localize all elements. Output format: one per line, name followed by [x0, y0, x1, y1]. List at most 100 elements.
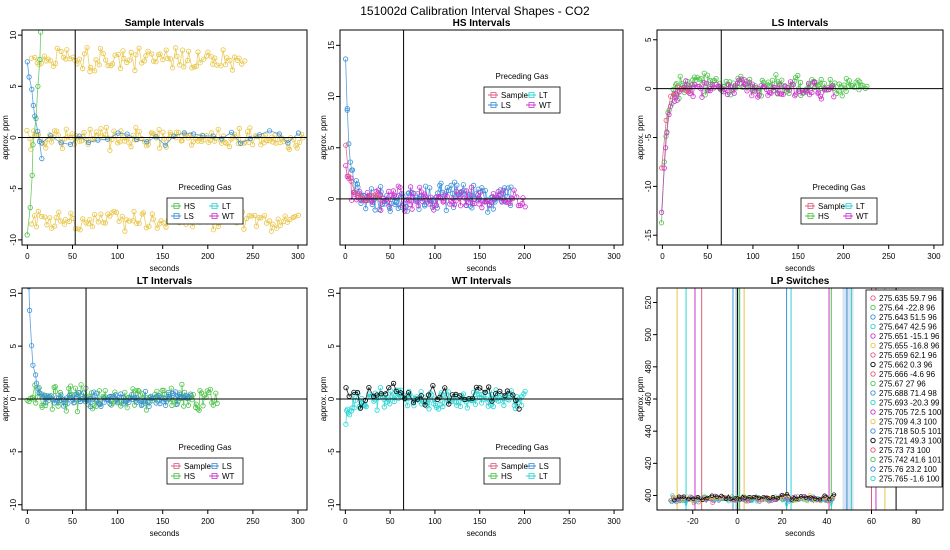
data-point	[29, 394, 36, 400]
data-point	[100, 50, 106, 57]
legend-swatch	[845, 203, 852, 209]
x-tick-label: 100	[111, 252, 125, 261]
data-point	[419, 401, 425, 407]
data-point	[841, 82, 847, 88]
data-point	[58, 48, 64, 55]
data-point	[719, 493, 724, 499]
data-point	[138, 402, 145, 409]
data-point	[28, 221, 35, 227]
data-point	[858, 82, 864, 88]
data-point	[427, 185, 433, 191]
data-point	[472, 401, 479, 407]
data-point	[266, 128, 273, 134]
data-point	[132, 67, 138, 74]
data-point	[184, 57, 191, 64]
data-point	[35, 128, 41, 134]
legend-swatch	[870, 295, 876, 301]
data-point	[42, 140, 48, 146]
y-tick-label: 10	[9, 30, 18, 39]
legend-swatch	[870, 456, 876, 463]
data-point	[362, 403, 368, 409]
data-point	[512, 405, 519, 412]
data-point	[699, 94, 705, 100]
data-point	[389, 393, 395, 399]
data-point	[112, 52, 118, 58]
data-point	[386, 385, 392, 391]
data-point	[496, 193, 502, 199]
data-point	[43, 402, 49, 409]
legend-entry: LS	[501, 101, 511, 110]
data-point	[283, 137, 289, 143]
data-point	[107, 147, 113, 153]
legend-entry: LS	[539, 462, 549, 471]
y-tick-label: 420	[644, 456, 653, 470]
data-point	[163, 402, 169, 408]
data-point	[32, 113, 38, 119]
data-point	[43, 145, 49, 151]
x-tick-label: 250	[563, 252, 577, 261]
data-point	[387, 208, 393, 214]
data-point	[181, 130, 187, 136]
data-point	[286, 146, 292, 152]
data-point	[239, 61, 245, 67]
data-point	[700, 497, 705, 502]
y-tick-label: -5	[644, 133, 653, 141]
y-tick-label: -10	[644, 180, 653, 192]
legend-box	[865, 289, 943, 488]
data-point	[264, 138, 270, 144]
y-tick-label: -5	[327, 448, 336, 456]
data-point	[229, 67, 236, 73]
data-point	[232, 134, 238, 140]
data-point	[683, 78, 689, 84]
data-point	[93, 129, 99, 135]
data-point	[201, 56, 207, 62]
data-point	[197, 60, 203, 66]
data-point	[38, 213, 45, 220]
data-point	[724, 91, 731, 98]
data-point	[42, 214, 48, 220]
dip-line	[786, 498, 790, 509]
plot-frame	[21, 287, 308, 511]
data-point	[752, 494, 757, 500]
data-point	[160, 56, 166, 63]
data-point	[677, 73, 683, 79]
data-point	[749, 93, 755, 99]
data-point	[81, 51, 88, 57]
data-point	[53, 395, 60, 401]
data-point	[453, 188, 459, 194]
data-point	[179, 47, 186, 53]
data-point	[212, 55, 218, 61]
legend-box	[800, 197, 878, 225]
data-point	[87, 217, 93, 223]
data-point	[238, 140, 244, 146]
legend-entry: 275.647 42.5 96	[879, 322, 937, 331]
data-point	[343, 142, 349, 148]
data-point	[160, 129, 166, 135]
data-point	[363, 206, 369, 212]
data-point	[219, 136, 225, 142]
legend-entry: 275.67 27 96	[879, 379, 926, 388]
data-point	[831, 492, 837, 497]
data-point	[671, 494, 676, 500]
data-point	[89, 397, 96, 403]
data-point	[780, 91, 786, 97]
data-point	[55, 403, 61, 409]
x-tick-label: 200	[518, 252, 532, 261]
data-point	[658, 209, 665, 215]
data-point	[222, 139, 228, 145]
y-tick-label: -5	[9, 448, 18, 456]
data-point	[784, 491, 790, 497]
data-point	[49, 406, 55, 412]
data-point	[128, 144, 134, 150]
data-point	[474, 192, 481, 198]
lp-series	[672, 491, 837, 503]
data-point	[80, 216, 86, 222]
data-point	[815, 89, 821, 95]
data-point	[171, 133, 177, 139]
data-point	[450, 204, 457, 210]
data-point	[47, 58, 54, 64]
y-tick-label: 5	[644, 37, 653, 42]
y-tick-label: 400	[644, 488, 653, 502]
data-point	[458, 189, 464, 195]
